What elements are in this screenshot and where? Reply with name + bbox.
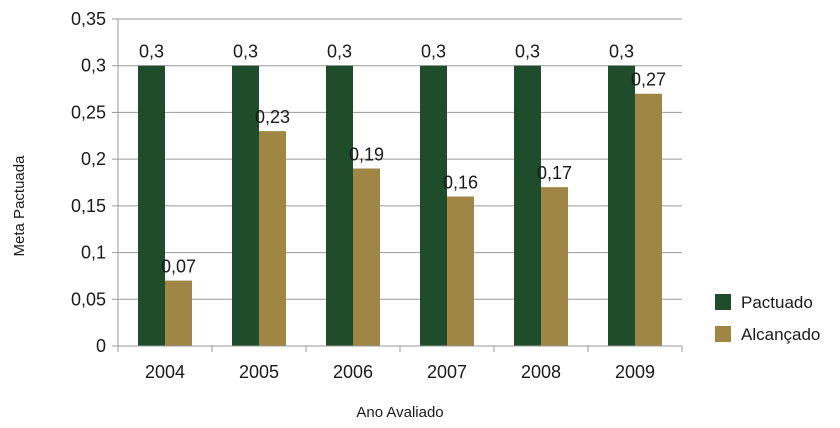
data-label: 0,17 (537, 163, 572, 183)
bar-pactuado (514, 65, 541, 346)
legend-label-pactuado: Pactuado (741, 293, 813, 312)
bar-alcanado (635, 93, 662, 346)
bar-pactuado (232, 65, 259, 346)
data-label: 0,07 (161, 257, 196, 277)
x-tick-label: 2007 (427, 362, 467, 382)
gridlines (118, 18, 682, 300)
bar-alcanado (447, 196, 474, 346)
data-label: 0,23 (255, 107, 290, 127)
data-label: 0,3 (139, 42, 164, 62)
legend-swatch-pactuado (715, 294, 731, 310)
x-tick-label: 2008 (521, 362, 561, 382)
bar-pactuado (326, 65, 353, 346)
y-tick-label: 0,35 (71, 9, 106, 29)
y-tick-label: 0,2 (81, 149, 106, 169)
data-label: 0,3 (421, 42, 446, 62)
data-label: 0,27 (631, 70, 666, 90)
data-label: 0,16 (443, 173, 478, 193)
bar-pactuado (608, 65, 635, 346)
y-tick-label: 0,05 (71, 289, 106, 309)
legend-label-alcancado: Alcançado (741, 325, 820, 344)
x-tick-label: 2005 (239, 362, 279, 382)
y-tick-label: 0,3 (81, 56, 106, 76)
bar-alcanado (259, 131, 286, 346)
data-label: 0,3 (327, 42, 352, 62)
y-tick-labels: 0 0,05 0,1 0,15 0,2 0,25 0,3 0,35 (71, 9, 106, 356)
bars (138, 65, 662, 346)
y-tick-label: 0,25 (71, 102, 106, 122)
data-labels: 0,3 0,07 0,3 0,23 0,3 0,19 0,3 0,16 0,3 0,17 0,3 0,… (139, 42, 666, 277)
x-tick-label: 2009 (615, 362, 655, 382)
y-axis-title: Meta Pactuada (11, 155, 28, 257)
y-tick-label: 0 (96, 336, 106, 356)
bar-alcanado (353, 168, 380, 346)
legend: Pactuado Alcançado (715, 293, 820, 344)
x-axis-title: Ano Avaliado (356, 404, 443, 421)
axes (112, 18, 683, 352)
data-label: 0,3 (515, 42, 540, 62)
bar-alcanado (541, 187, 568, 346)
data-label: 0,3 (609, 42, 634, 62)
bar-alcanado (165, 280, 192, 346)
y-tick-label: 0,15 (71, 196, 106, 216)
bar-pactuado (138, 65, 165, 346)
x-tick-labels: 2004 2005 2006 2007 2008 2009 (145, 362, 655, 382)
legend-swatch-alcancado (715, 326, 731, 342)
x-tick-label: 2004 (145, 362, 185, 382)
y-tick-label: 0,1 (81, 243, 106, 263)
data-label: 0,19 (349, 144, 384, 164)
data-label: 0,3 (233, 42, 258, 62)
bar-pactuado (420, 65, 447, 346)
x-tick-label: 2006 (333, 362, 373, 382)
